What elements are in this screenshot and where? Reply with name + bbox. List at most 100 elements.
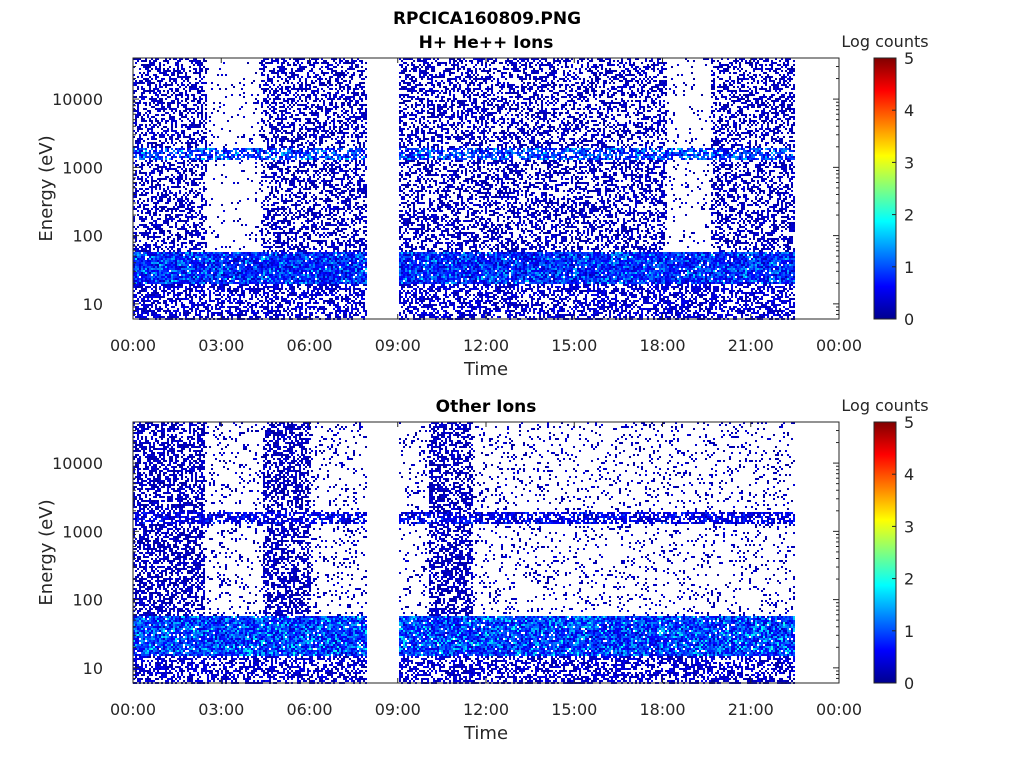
spectrogram-cell <box>149 256 151 258</box>
spectrogram-cell <box>203 232 205 234</box>
spectrogram-cell <box>275 164 277 166</box>
spectrogram-cell <box>179 102 181 104</box>
spectrogram-cell <box>299 112 301 114</box>
spectrogram-cell <box>299 214 301 216</box>
spectrogram-cell <box>239 162 241 164</box>
spectrogram-cell <box>205 218 207 220</box>
spectrogram-cell <box>259 280 261 282</box>
spectrogram-cell <box>293 194 295 196</box>
spectrogram-cell <box>185 262 187 264</box>
spectrogram-cell <box>275 246 277 248</box>
spectrogram-cell <box>225 284 227 286</box>
spectrogram-cell <box>281 88 283 90</box>
spectrogram-cell <box>231 264 233 266</box>
spectrogram-cell <box>195 72 197 74</box>
spectrogram-cell <box>191 240 193 242</box>
spectrogram-cell <box>175 294 177 296</box>
spectrogram-cell <box>235 290 237 292</box>
spectrogram-cell <box>251 252 253 254</box>
spectrogram-cell <box>171 220 173 222</box>
spectrogram-cell <box>271 260 273 262</box>
spectrogram-cell <box>221 286 223 288</box>
spectrogram-cell <box>141 146 143 148</box>
spectrogram-cell <box>285 242 287 244</box>
spectrogram-cell <box>293 128 295 130</box>
spectrogram-cell <box>267 310 269 312</box>
spectrogram-cell <box>137 252 139 254</box>
spectrogram-cell <box>291 146 293 148</box>
spectrogram-cell <box>299 196 301 198</box>
spectrogram-cell <box>169 218 171 220</box>
spectrogram-cell <box>187 266 189 268</box>
spectrogram-cell <box>157 114 159 116</box>
spectrogram-cell <box>219 308 221 310</box>
spectrogram-cell <box>145 230 147 232</box>
spectrogram-cell <box>221 260 223 262</box>
spectrogram-cell <box>275 306 277 308</box>
spectrogram-cell <box>145 234 147 236</box>
spectrogram-cell <box>297 74 299 76</box>
spectrogram-cell <box>159 280 161 282</box>
spectrogram-cell <box>271 140 273 142</box>
spectrogram-cell <box>283 310 285 312</box>
spectrogram-cell <box>199 210 201 212</box>
spectrogram-cell <box>261 150 263 152</box>
spectrogram-cell <box>225 298 227 300</box>
spectrogram-cell <box>143 120 145 122</box>
spectrogram-cell <box>185 276 187 278</box>
spectrogram-cell <box>287 256 289 258</box>
spectrogram-cell <box>179 268 181 270</box>
spectrogram-cell <box>161 206 163 208</box>
spectrogram-cell <box>243 294 245 296</box>
spectrogram-cell <box>281 152 283 154</box>
spectrogram-cell <box>157 156 159 158</box>
spectrogram-cell <box>167 254 169 256</box>
spectrogram-cell <box>279 184 281 186</box>
spectrogram-cell <box>257 310 259 312</box>
spectrogram-cell <box>211 256 213 258</box>
spectrogram-cell <box>165 222 167 224</box>
spectrogram-cell <box>135 84 137 86</box>
spectrogram-cell <box>299 58 301 60</box>
spectrogram-cell <box>255 284 257 286</box>
spectrogram-cell <box>295 154 297 156</box>
spectrogram-cell <box>255 108 257 110</box>
spectrogram-cell <box>273 164 275 166</box>
spectrogram-cell <box>275 228 277 230</box>
spectrogram-cell <box>291 232 293 234</box>
spectrogram-cell <box>269 290 271 292</box>
spectrogram-cell <box>133 278 135 280</box>
spectrogram-cell <box>223 260 225 262</box>
spectrogram-cell <box>133 156 135 158</box>
spectrogram-cell <box>163 260 165 262</box>
spectrogram-cell <box>199 226 201 228</box>
spectrogram-cell <box>293 294 295 296</box>
spectrogram-cell <box>163 300 165 302</box>
spectrogram-cell <box>297 192 299 194</box>
spectrogram-cell <box>133 216 135 218</box>
spectrogram-cell <box>287 170 289 172</box>
spectrogram-cell <box>181 72 183 74</box>
spectrogram-cell <box>295 240 297 242</box>
spectrogram-cell <box>155 272 157 274</box>
spectrogram-cell <box>261 72 263 74</box>
spectrogram-cell <box>299 188 301 190</box>
spectrogram-cell <box>291 278 293 280</box>
spectrogram-cell <box>143 204 145 206</box>
spectrogram-cell <box>147 310 149 312</box>
spectrogram-cell <box>169 146 171 148</box>
spectrogram-cell <box>269 146 271 148</box>
spectrogram-cell <box>295 280 297 282</box>
spectrogram-cell <box>275 98 277 100</box>
spectrogram-cell <box>229 290 231 292</box>
spectrogram-cell <box>195 224 197 226</box>
spectrogram-cell <box>243 148 245 150</box>
spectrogram-cell <box>163 70 165 72</box>
spectrogram-cell <box>141 276 143 278</box>
spectrogram-cell <box>299 228 301 230</box>
spectrogram-cell <box>161 120 163 122</box>
spectrogram-cell <box>263 268 265 270</box>
spectrogram-cell <box>291 252 293 254</box>
spectrogram-cell <box>217 298 219 300</box>
